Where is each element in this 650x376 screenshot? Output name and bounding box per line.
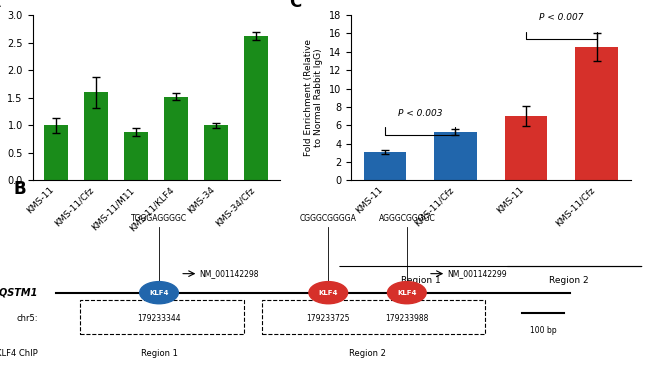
- Text: 179233344: 179233344: [137, 314, 181, 323]
- Text: chr5:: chr5:: [17, 314, 38, 323]
- Text: KLF4: KLF4: [397, 290, 417, 296]
- Y-axis label: Relative SQSTM1
mRNA Levels: Relative SQSTM1 mRNA Levels: [0, 56, 2, 139]
- Text: NM_001142298: NM_001142298: [200, 269, 259, 278]
- Text: C: C: [289, 0, 302, 11]
- Text: P < 0.007: P < 0.007: [539, 14, 584, 23]
- Text: 179233988: 179233988: [385, 314, 428, 323]
- Text: CGGGCGGGGA: CGGGCGGGGA: [300, 214, 357, 223]
- Bar: [244, 36, 268, 180]
- Bar: [364, 152, 406, 180]
- Y-axis label: Fold Enrichment (Relative
to Normal Rabbit IgG): Fold Enrichment (Relative to Normal Rabb…: [304, 39, 323, 156]
- Bar: [124, 132, 148, 180]
- Text: KLF4: KLF4: [318, 290, 338, 296]
- Text: KLF4 ChIP: KLF4 ChIP: [0, 349, 38, 358]
- Text: Region 2: Region 2: [549, 276, 589, 285]
- Text: A: A: [0, 0, 1, 11]
- Bar: [44, 125, 68, 180]
- Bar: [505, 116, 547, 180]
- Text: B: B: [14, 180, 27, 198]
- Bar: [84, 92, 108, 180]
- Text: NM_001142299: NM_001142299: [447, 269, 507, 278]
- Text: SQSTM1: SQSTM1: [0, 288, 38, 298]
- Text: P < 0.003: P < 0.003: [398, 109, 443, 118]
- Text: Region 2: Region 2: [349, 349, 386, 358]
- Bar: [575, 47, 618, 180]
- Text: 100 bp: 100 bp: [530, 326, 556, 335]
- Text: TGGGAGGGGC: TGGGAGGGGC: [131, 214, 187, 223]
- Bar: [434, 132, 476, 180]
- Circle shape: [309, 282, 348, 304]
- Circle shape: [140, 282, 178, 304]
- Text: 179233725: 179233725: [307, 314, 350, 323]
- Text: KLF4: KLF4: [150, 290, 169, 296]
- Text: Region 1: Region 1: [140, 349, 177, 358]
- Text: Region 1: Region 1: [401, 276, 441, 285]
- Bar: [204, 125, 228, 180]
- Circle shape: [387, 282, 426, 304]
- Text: AGGGCGGGGC: AGGGCGGGGC: [378, 214, 436, 223]
- Bar: [164, 97, 188, 180]
